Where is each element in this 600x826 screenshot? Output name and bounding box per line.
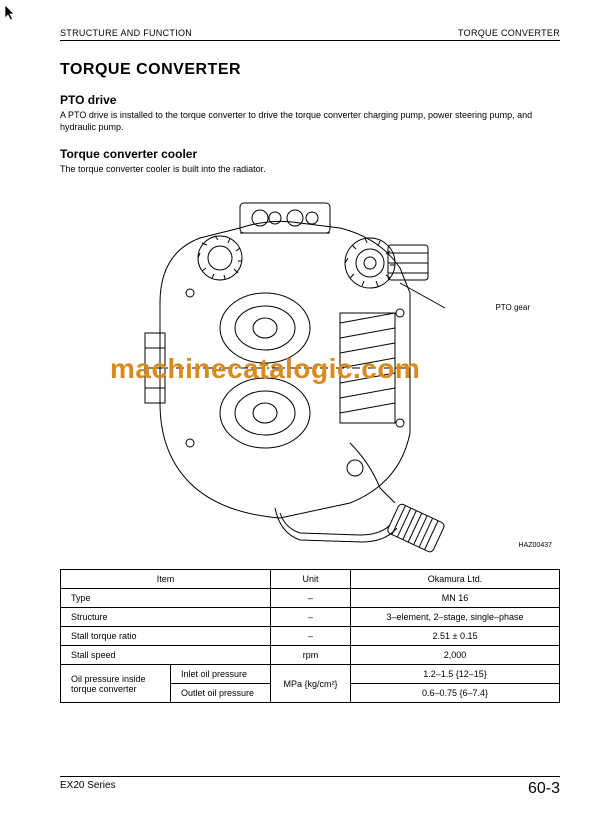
table-row: Oil pressure inside torque converter Inl… [61,665,560,684]
cell: Structure [61,608,271,627]
header-left: STRUCTURE AND FUNCTION [60,28,192,38]
page-title: TORQUE CONVERTER [60,61,560,79]
section2-text: The torque converter cooler is built int… [60,163,560,175]
watermark-text: machinecatalogic.com [110,353,420,385]
cell: 2.51 ± 0.15 [351,627,560,646]
section1-heading: PTO drive [60,93,560,107]
table-row: Stall speed rpm 2,000 [61,646,560,665]
cell: Outlet oil pressure [171,684,271,703]
cell: – [271,589,351,608]
cell: rpm [271,646,351,665]
cell: MPa {kg/cm²} [271,665,351,703]
th-unit: Unit [271,570,351,589]
cell: 2,000 [351,646,560,665]
header-right: TORQUE CONVERTER [458,28,560,38]
cell: Type [61,589,271,608]
th-maker: Okamura Ltd. [351,570,560,589]
cell: Stall speed [61,646,271,665]
cell: MN 16 [351,589,560,608]
cell: Inlet oil pressure [171,665,271,684]
diagram-id: HAZ00437 [519,542,552,549]
cell: 0.6–0.75 {6–7.4} [351,684,560,703]
table-row: Item Unit Okamura Ltd. [61,570,560,589]
table-row: Stall torque ratio – 2.51 ± 0.15 [61,627,560,646]
cell: 1.2–1.5 {12–15} [351,665,560,684]
page-footer: EX20 Series 60-3 [60,776,560,798]
cell: – [271,608,351,627]
section1-text: A PTO drive is installed to the torque c… [60,109,560,133]
section2-heading: Torque converter cooler [60,147,560,161]
table-row: Type – MN 16 [61,589,560,608]
pto-callout-label: PTO gear [495,303,530,312]
cell: – [271,627,351,646]
diagram-area: machinecatalogic.com [60,183,560,553]
page-header: STRUCTURE AND FUNCTION TORQUE CONVERTER [60,28,560,41]
footer-page: 60-3 [528,780,560,798]
th-item: Item [61,570,271,589]
page-content: STRUCTURE AND FUNCTION TORQUE CONVERTER … [60,28,560,798]
cell: Oil pressure inside torque converter [61,665,171,703]
cell: 3–element, 2–stage, single–phase [351,608,560,627]
footer-series: EX20 Series [60,780,116,798]
cursor-icon [4,4,18,27]
cell: Stall torque ratio [61,627,271,646]
table-row: Structure – 3–element, 2–stage, single–p… [61,608,560,627]
spec-table: Item Unit Okamura Ltd. Type – MN 16 Stru… [60,569,560,703]
